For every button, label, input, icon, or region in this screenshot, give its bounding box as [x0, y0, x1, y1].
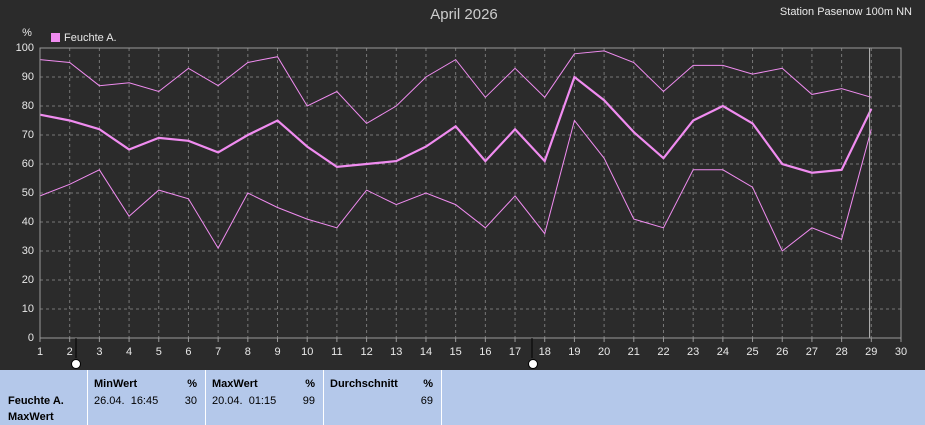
col-time: 20.04. 01:15	[212, 395, 277, 407]
x-tick-label: 9	[274, 346, 280, 358]
x-tick-label: 23	[687, 346, 699, 358]
x-tick-label: 20	[598, 346, 610, 358]
legend-swatch	[51, 33, 60, 42]
x-tick-label: 6	[185, 346, 191, 358]
x-tick-label: 14	[420, 346, 432, 358]
y-tick-label: 30	[22, 245, 34, 257]
col-header: MinWert	[94, 378, 138, 390]
col-unit: %	[423, 378, 433, 390]
plot-frame	[39, 47, 902, 339]
col: Durchschnitt % 69	[324, 370, 442, 425]
x-tick-label: 7	[215, 346, 221, 358]
y-axis-label: %	[22, 27, 32, 39]
x-tick-label: 1	[37, 346, 43, 358]
y-tick-label: 50	[22, 187, 34, 199]
col-header: Durchschnitt	[330, 378, 398, 390]
x-tick-label: 12	[360, 346, 372, 358]
line-min-values	[39, 119, 872, 252]
x-tick-label: 17	[509, 346, 521, 358]
x-tick-label: 25	[746, 346, 758, 358]
row-head: Feuchte A. MaxWert	[0, 370, 88, 425]
row-label: Feuchte A.	[8, 395, 64, 407]
row-sublabel: MaxWert	[8, 411, 54, 423]
x-tick-label: 3	[96, 346, 102, 358]
y-tick-label: 20	[22, 274, 34, 286]
col-unit: %	[305, 378, 315, 390]
x-tick-label: 27	[806, 346, 818, 358]
col-value: 30	[184, 395, 197, 407]
moon-icon	[71, 359, 81, 369]
col-value: 69	[420, 395, 433, 407]
x-tick-label: 16	[479, 346, 491, 358]
y-tick-label: 40	[22, 216, 34, 228]
x-tick-label: 28	[835, 346, 847, 358]
x-tick-label: 2	[67, 346, 73, 358]
x-tick-label: 22	[657, 346, 669, 358]
col: MaxWert % 20.04. 01:15 99	[206, 370, 324, 425]
x-tick-label: 10	[301, 346, 313, 358]
x-tick-label: 26	[776, 346, 788, 358]
line-max-values	[39, 50, 872, 125]
y-tick-label: 80	[22, 100, 34, 112]
line-values	[39, 75, 873, 174]
moon-icon	[528, 359, 538, 369]
x-tick-label: 30	[895, 346, 907, 358]
x-tick-label: 29	[865, 346, 877, 358]
x-tick-label: 18	[539, 346, 551, 358]
x-tick-label: 5	[156, 346, 162, 358]
legend-label: Feuchte A.	[64, 32, 117, 44]
col-unit: %	[187, 378, 197, 390]
chart-title: April 2026	[430, 6, 498, 23]
col: MinWert % 26.04. 16:45 30	[88, 370, 206, 425]
chart: April 2026 Station Pasenow 100m NN % 0 10…	[16, 6, 912, 369]
x-tick-label: 13	[390, 346, 402, 358]
col-time: 26.04. 16:45	[94, 395, 159, 407]
x-tick-label: 8	[245, 346, 251, 358]
x-tick-label: 21	[628, 346, 640, 358]
x-tick-label: 15	[450, 346, 462, 358]
x-tick-label: 19	[568, 346, 580, 358]
y-tick-label: 10	[22, 303, 34, 315]
summary-table: Feuchte A. MaxWert MinWert % 26.04. 16:4…	[0, 370, 925, 425]
x-tick-label: 24	[717, 346, 729, 358]
station: Station Pasenow 100m NN	[780, 6, 912, 18]
y-tick-label: 90	[22, 71, 34, 83]
y-tick-label: 100	[16, 42, 34, 54]
x-tick-label: 4	[126, 346, 132, 358]
y-tick-label: 60	[22, 158, 34, 170]
col-header: MaxWert	[212, 378, 258, 390]
x-tick-label: 11	[331, 346, 342, 358]
y-tick-label: 0	[28, 332, 34, 344]
col-value: 99	[302, 395, 315, 407]
y-tick-label: 70	[22, 129, 34, 141]
